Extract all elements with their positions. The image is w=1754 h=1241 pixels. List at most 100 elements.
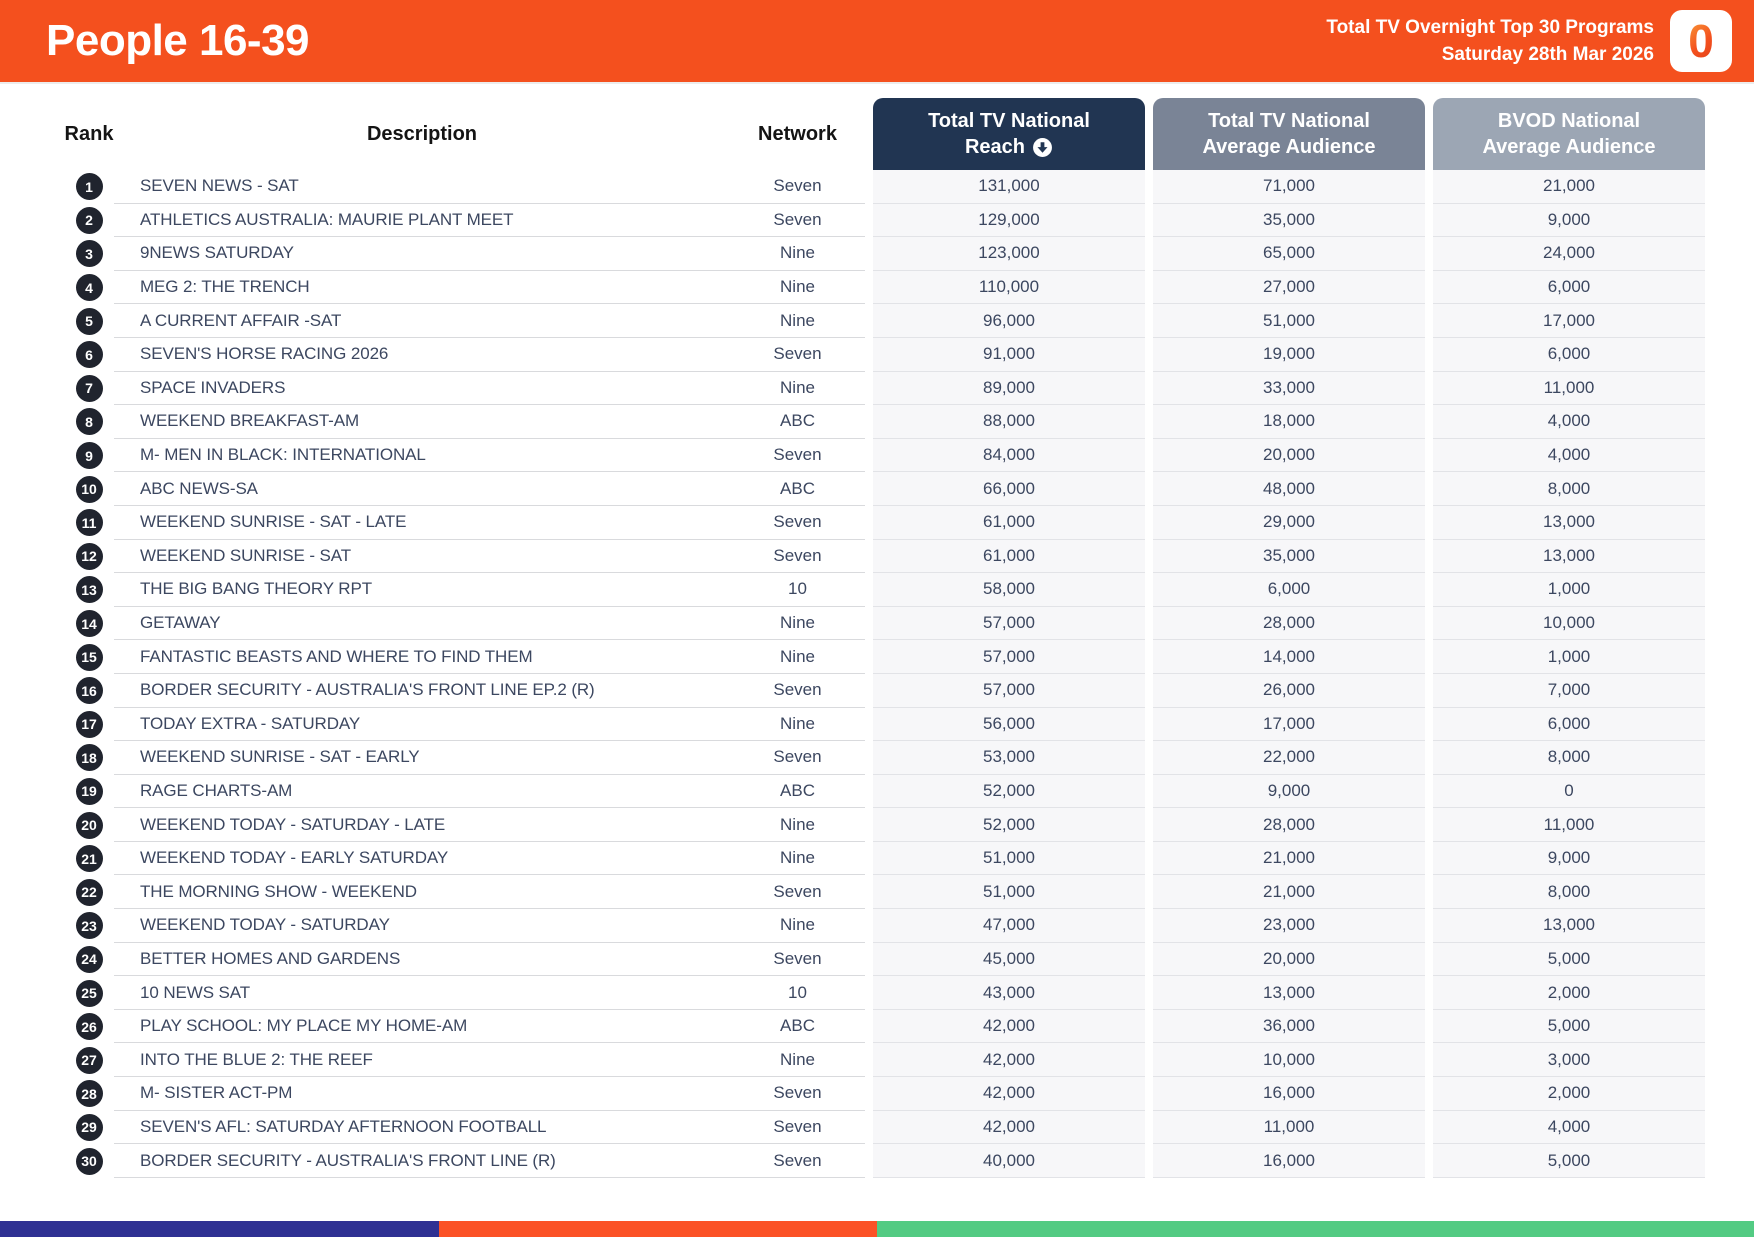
program-description: WEEKEND TODAY - EARLY SATURDAY [114, 842, 730, 876]
reach-value: 123,000 [873, 237, 1145, 271]
rank-column-header: Rank [64, 122, 114, 145]
reach-value: 84,000 [873, 438, 1145, 473]
avg-audience-value: 14,000 [1153, 640, 1425, 674]
program-description: SEVEN'S AFL: SATURDAY AFTERNOON FOOTBALL [114, 1111, 730, 1145]
program-description: M- MEN IN BLACK: INTERNATIONAL [114, 439, 730, 473]
avg-audience-value: 35,000 [1153, 203, 1425, 238]
network-value: ABC [730, 472, 865, 506]
program-description: WEEKEND BREAKFAST-AM [114, 405, 730, 439]
avg-audience-value: 17,000 [1153, 707, 1425, 742]
rank-badge: 11 [75, 509, 103, 537]
program-description: ATHLETICS AUSTRALIA: MAURIE PLANT MEET [114, 204, 730, 238]
report-date: Saturday 28th Mar 2026 [1441, 44, 1654, 65]
rank-badge: 24 [75, 945, 103, 973]
bvod-audience-value: 11,000 [1433, 371, 1705, 406]
table-row: 6 SEVEN'S HORSE RACING 2026 Seven 91,000… [64, 337, 1705, 372]
reach-value: 89,000 [873, 371, 1145, 406]
reach-value: 57,000 [873, 606, 1145, 641]
network-value: Seven [730, 741, 865, 775]
bvod-audience-value: 11,000 [1433, 808, 1705, 842]
reach-value: 47,000 [873, 909, 1145, 943]
reach-value: 43,000 [873, 976, 1145, 1010]
bvod-audience-value: 9,000 [1433, 203, 1705, 238]
network-value: Seven [730, 204, 865, 238]
rank-badge: 19 [75, 777, 103, 805]
footer-segment-navy [0, 1221, 439, 1237]
table-row: 11 WEEKEND SUNRISE - SAT - LATE Seven 61… [64, 505, 1705, 540]
avg-audience-value: 11,000 [1153, 1110, 1425, 1145]
network-value: Seven [730, 170, 865, 204]
reach-value: 51,000 [873, 841, 1145, 876]
table-row: 18 WEEKEND SUNRISE - SAT - EARLY Seven 5… [64, 741, 1705, 775]
program-description: BORDER SECURITY - AUSTRALIA'S FRONT LINE… [114, 1144, 730, 1178]
avg-audience-column-header[interactable]: Total TV National Average Audience [1153, 98, 1425, 170]
reach-column-header[interactable]: Total TV National Reach [873, 98, 1145, 170]
bvod-audience-value: 9,000 [1433, 841, 1705, 876]
program-description: SPACE INVADERS [114, 372, 730, 406]
rank-badge: 2 [75, 206, 103, 234]
program-description: WEEKEND TODAY - SATURDAY [114, 909, 730, 943]
avg-audience-value: 28,000 [1153, 808, 1425, 842]
table-row: 26 PLAY SCHOOL: MY PLACE MY HOME-AM ABC … [64, 1009, 1705, 1044]
network-value: Nine [730, 271, 865, 305]
rank-badge: 7 [75, 374, 103, 402]
reach-value: 42,000 [873, 1110, 1145, 1145]
rank-badge: 18 [75, 744, 103, 772]
avg-audience-value: 27,000 [1153, 270, 1425, 305]
reach-value: 58,000 [873, 573, 1145, 607]
program-description: BETTER HOMES AND GARDENS [114, 943, 730, 977]
rank-badge: 17 [75, 710, 103, 738]
bvod-audience-value: 0 [1433, 774, 1705, 809]
network-value: Seven [730, 1111, 865, 1145]
network-value: Nine [730, 842, 865, 876]
rank-badge: 6 [75, 341, 103, 369]
avg-audience-value: 23,000 [1153, 909, 1425, 943]
reach-value: 61,000 [873, 539, 1145, 574]
rank-badge: 13 [75, 576, 103, 604]
rank-badge: 21 [75, 845, 103, 873]
program-description: GETAWAY [114, 607, 730, 641]
bvod-audience-value: 5,000 [1433, 1144, 1705, 1178]
network-value: Seven [730, 506, 865, 540]
table-row: 10 ABC NEWS-SA ABC 66,000 48,000 8,000 [64, 472, 1705, 506]
rank-badge: 9 [75, 442, 103, 470]
program-description: SEVEN NEWS - SAT [114, 170, 730, 204]
network-value: Seven [730, 540, 865, 574]
program-description: WEEKEND TODAY - SATURDAY - LATE [114, 808, 730, 842]
table-body: 1 SEVEN NEWS - SAT Seven 131,000 71,000 … [64, 170, 1705, 1178]
network-value: 10 [730, 976, 865, 1010]
sort-descending-icon[interactable] [1032, 137, 1053, 158]
avg-audience-value: 28,000 [1153, 606, 1425, 641]
avg-audience-value: 36,000 [1153, 1009, 1425, 1044]
table-row: 3 9NEWS SATURDAY Nine 123,000 65,000 24,… [64, 237, 1705, 271]
bvod-column-header[interactable]: BVOD National Average Audience [1433, 98, 1705, 170]
table-header-row: Rank Description Network Total TV Nation… [64, 98, 1705, 170]
table-row: 24 BETTER HOMES AND GARDENS Seven 45,000… [64, 942, 1705, 977]
avg-audience-value: 6,000 [1153, 573, 1425, 607]
rank-badge: 4 [75, 274, 103, 302]
reach-value: 66,000 [873, 472, 1145, 506]
footer-segment-green [877, 1221, 1754, 1237]
rank-badge: 27 [75, 1046, 103, 1074]
report-name: Total TV Overnight Top 30 Programs [1326, 17, 1654, 38]
oztam-zero-icon: 0 [1688, 15, 1714, 67]
reach-value: 110,000 [873, 270, 1145, 305]
bvod-audience-value: 4,000 [1433, 405, 1705, 439]
table-row: 12 WEEKEND SUNRISE - SAT Seven 61,000 35… [64, 539, 1705, 574]
network-value: Seven [730, 439, 865, 473]
table-row: 8 WEEKEND BREAKFAST-AM ABC 88,000 18,000… [64, 405, 1705, 439]
bvod-audience-value: 2,000 [1433, 976, 1705, 1010]
bvod-audience-value: 6,000 [1433, 337, 1705, 372]
bvod-audience-value: 7,000 [1433, 673, 1705, 708]
reach-value: 96,000 [873, 304, 1145, 338]
avg-audience-value: 29,000 [1153, 505, 1425, 540]
reach-value: 42,000 [873, 1043, 1145, 1078]
program-description: RAGE CHARTS-AM [114, 775, 730, 809]
reach-value: 53,000 [873, 741, 1145, 775]
network-value: Nine [730, 640, 865, 674]
avg-audience-value: 48,000 [1153, 472, 1425, 506]
network-value: Nine [730, 237, 865, 271]
top-banner: People 16-39 Total TV Overnight Top 30 P… [0, 0, 1754, 84]
rank-badge: 25 [75, 979, 103, 1007]
reach-value: 52,000 [873, 808, 1145, 842]
